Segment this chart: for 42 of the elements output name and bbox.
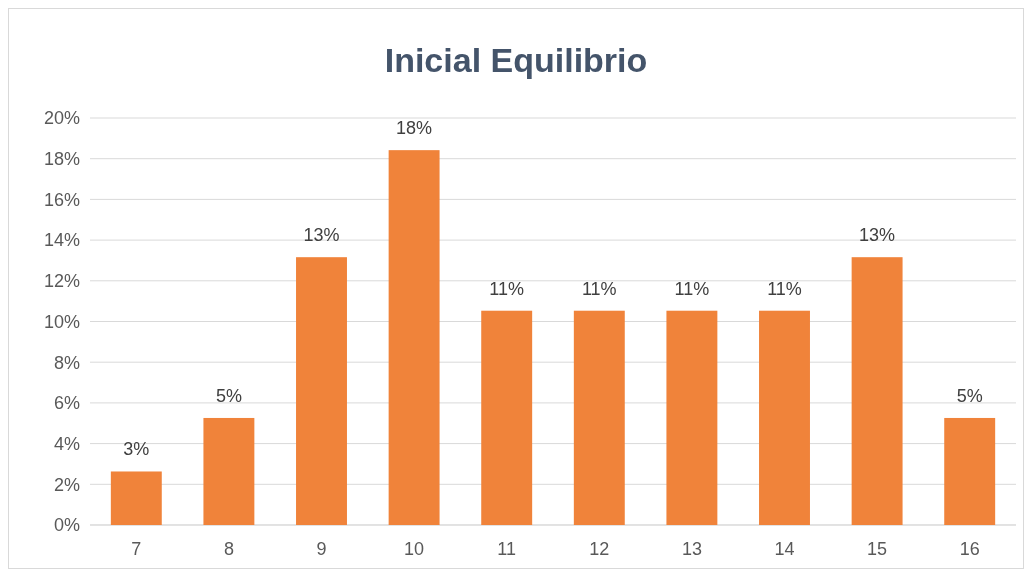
x-tick-label: 10 — [404, 539, 425, 559]
data-label: 5% — [956, 385, 983, 406]
y-tick-label: 2% — [53, 474, 80, 495]
y-tick-label: 14% — [43, 230, 80, 251]
x-tick-label: 15 — [867, 539, 888, 559]
data-label: 13% — [859, 225, 896, 246]
data-label: 11% — [767, 278, 802, 299]
y-tick-label: 4% — [53, 433, 80, 454]
bar — [481, 310, 533, 525]
x-tick-label: 13 — [681, 539, 702, 559]
data-label: 11% — [581, 278, 617, 299]
x-tick-label: 11 — [497, 539, 517, 559]
x-tick-label: 8 — [223, 539, 234, 559]
data-label: 3% — [123, 439, 150, 460]
data-label: 11% — [489, 278, 525, 299]
x-tick-label: 7 — [131, 539, 142, 559]
bar — [666, 310, 718, 525]
y-tick-label: 20% — [43, 108, 80, 129]
x-tick-label: 12 — [589, 539, 610, 559]
bar — [944, 417, 996, 525]
x-tick-label: 16 — [959, 539, 980, 559]
chart-title: Inicial Equilibrio — [384, 41, 648, 79]
data-label: 5% — [215, 385, 242, 406]
data-label: 13% — [303, 225, 340, 246]
x-tick-label: 14 — [774, 539, 795, 559]
y-tick-label: 18% — [43, 149, 80, 169]
y-tick-label: 16% — [43, 189, 80, 210]
bar — [851, 257, 903, 525]
data-label: 11% — [674, 278, 710, 299]
y-tick-label: 6% — [53, 393, 80, 414]
y-tick-label: 10% — [43, 311, 80, 332]
bar — [759, 310, 810, 525]
bar — [110, 471, 162, 525]
bar — [296, 257, 347, 525]
bar — [573, 310, 625, 525]
data-label: 18% — [396, 118, 433, 139]
y-tick-label: 8% — [53, 352, 80, 373]
bar — [388, 150, 440, 525]
y-tick-label: 12% — [43, 271, 80, 292]
x-tick-label: 9 — [316, 539, 327, 559]
bar — [203, 417, 255, 525]
y-tick-label: 0% — [53, 515, 80, 536]
